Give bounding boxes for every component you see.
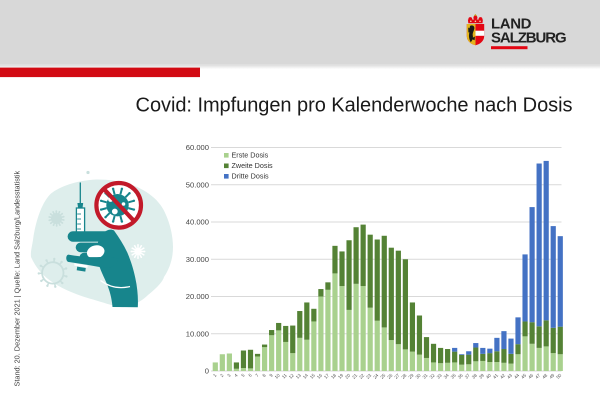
svg-text:36: 36 [457, 372, 464, 379]
svg-text:10.000: 10.000 [186, 329, 209, 338]
svg-text:43: 43 [506, 372, 513, 379]
svg-text:13: 13 [295, 372, 302, 379]
svg-text:1: 1 [212, 372, 218, 378]
svg-text:6: 6 [247, 372, 253, 378]
svg-text:26: 26 [386, 372, 393, 379]
svg-text:Erste Dosis: Erste Dosis [232, 150, 269, 159]
svg-text:30.000: 30.000 [186, 255, 209, 264]
svg-text:10: 10 [274, 372, 281, 379]
svg-text:Zweite Dosis: Zweite Dosis [232, 161, 274, 170]
svg-text:40: 40 [485, 372, 492, 379]
svg-text:46: 46 [527, 372, 534, 379]
svg-text:50: 50 [555, 372, 562, 379]
svg-text:20: 20 [344, 372, 351, 379]
svg-text:Stand: 20. Dezember 2021 | Que: Stand: 20. Dezember 2021 | Quelle: Land … [13, 170, 22, 386]
svg-text:5: 5 [240, 372, 246, 378]
svg-text:42: 42 [499, 372, 506, 379]
svg-text:19: 19 [337, 372, 344, 379]
svg-text:37: 37 [464, 372, 471, 379]
svg-text:LAND: LAND [491, 16, 532, 33]
svg-text:39: 39 [478, 372, 485, 379]
svg-text:40.000: 40.000 [186, 218, 209, 227]
svg-text:21: 21 [351, 372, 358, 379]
svg-text:17: 17 [323, 372, 330, 379]
svg-text:23: 23 [365, 372, 372, 379]
svg-text:12: 12 [288, 372, 295, 379]
svg-text:25: 25 [379, 372, 386, 379]
svg-text:24: 24 [372, 372, 379, 379]
svg-text:30: 30 [415, 372, 422, 379]
svg-text:0: 0 [205, 367, 209, 376]
svg-text:7: 7 [254, 372, 260, 378]
svg-text:32: 32 [429, 372, 436, 379]
svg-text:29: 29 [407, 372, 414, 379]
svg-text:38: 38 [471, 372, 478, 379]
svg-text:9: 9 [268, 372, 274, 378]
svg-text:4: 4 [233, 372, 239, 378]
svg-text:28: 28 [400, 372, 407, 379]
svg-text:Dritte Dosis: Dritte Dosis [232, 171, 270, 180]
svg-text:41: 41 [492, 372, 499, 379]
svg-text:8: 8 [261, 372, 267, 378]
svg-text:49: 49 [548, 372, 555, 379]
svg-text:48: 48 [541, 372, 548, 379]
svg-text:31: 31 [422, 372, 429, 379]
svg-text:2: 2 [219, 372, 225, 378]
svg-text:50.000: 50.000 [186, 180, 209, 189]
svg-text:16: 16 [316, 372, 323, 379]
svg-text:11: 11 [281, 372, 288, 379]
svg-text:Covid: Impfungen pro Kalenderw: Covid: Impfungen pro Kalenderwoche nach … [136, 95, 573, 117]
svg-text:14: 14 [302, 372, 309, 379]
svg-text:35: 35 [450, 372, 457, 379]
svg-text:27: 27 [393, 372, 400, 379]
svg-text:47: 47 [534, 372, 541, 379]
svg-text:SALZBURG: SALZBURG [491, 29, 566, 46]
svg-text:60.000: 60.000 [186, 143, 209, 152]
svg-text:33: 33 [436, 372, 443, 379]
svg-text:44: 44 [513, 372, 520, 379]
svg-text:22: 22 [358, 372, 365, 379]
svg-text:18: 18 [330, 372, 337, 379]
svg-text:34: 34 [443, 372, 450, 379]
svg-text:45: 45 [520, 372, 527, 379]
svg-text:15: 15 [309, 372, 316, 379]
svg-text:3: 3 [226, 372, 232, 378]
svg-text:20.000: 20.000 [186, 292, 209, 301]
